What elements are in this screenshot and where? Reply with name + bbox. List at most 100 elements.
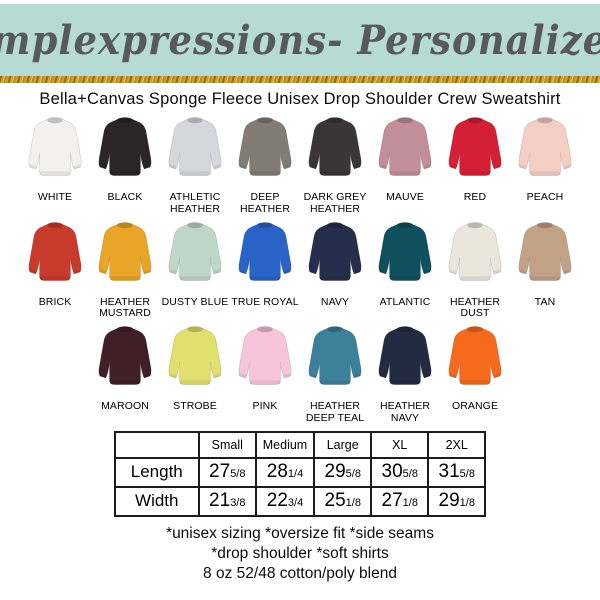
measurement-whole: 27 (381, 490, 403, 511)
color-name: RED (463, 191, 487, 203)
glitter-divider (0, 76, 600, 83)
color-swatch: PEACH (511, 111, 580, 216)
cuff-right (143, 164, 152, 170)
sweatshirt-image (308, 221, 362, 281)
cuff-left (308, 373, 317, 379)
cuff-left (168, 373, 177, 379)
measurement-whole: 27 (209, 461, 231, 482)
sweatshirt-image (98, 326, 152, 385)
note-line-2: *drop shoulder *soft shirts (211, 544, 389, 562)
cuff-left (28, 268, 37, 274)
measurement-fraction: 3/4 (287, 497, 304, 509)
hem-ribbing (459, 380, 491, 385)
measurement-whole: 28 (266, 461, 288, 482)
size-chart-corner-cell (113, 430, 200, 459)
crew-neck (187, 117, 203, 124)
cuff-left (98, 268, 107, 274)
color-name: MAROON (101, 400, 149, 412)
crew-neck (117, 222, 133, 228)
cuff-left (518, 268, 527, 274)
cuff-left (448, 268, 457, 274)
color-row: BRICK HEATHER MUSTARD DUSTY BLUE TRUE RO… (0, 216, 600, 321)
cuff-right (493, 268, 502, 274)
color-swatch: MAROON (91, 320, 160, 425)
measurement-whole: 22 (266, 490, 288, 511)
measurement-whole: 21 (209, 490, 231, 511)
measurement-cell: 281/4 (254, 456, 316, 488)
sweatshirt-image (308, 117, 362, 176)
color-swatch: PINK (231, 320, 300, 425)
cuff-left (308, 268, 317, 274)
size-column-header: 2XL (427, 430, 487, 459)
measurement-whole: 31 (438, 461, 460, 482)
crew-neck (117, 326, 133, 333)
measurement-cell: 295/8 (313, 456, 373, 488)
color-name: HEATHER DUST (449, 295, 501, 320)
cuff-right (423, 164, 432, 170)
cuff-right (493, 164, 502, 170)
color-swatch: HEATHER MUSTARD (91, 216, 160, 321)
color-name: ATLANTIC (379, 295, 431, 308)
cuff-left (378, 373, 387, 379)
color-swatch: HEATHER NAVY (371, 320, 440, 425)
sweatshirt-image (308, 326, 362, 385)
sweatshirt-image (378, 221, 432, 281)
cuff-right (283, 268, 292, 274)
color-name: HEATHER DEEP TEAL (305, 400, 365, 424)
hem-ribbing (389, 275, 421, 280)
sweatshirt-image (168, 221, 222, 281)
hem-ribbing (39, 275, 71, 280)
color-swatch: TAN (511, 216, 580, 321)
measurement-cell: 291/8 (427, 485, 487, 517)
sweatshirt-image (238, 326, 292, 385)
sweatshirt-image (98, 117, 152, 176)
sweatshirt-image (448, 117, 502, 176)
cuff-left (98, 164, 107, 170)
crew-neck (257, 117, 273, 124)
crew-neck (467, 222, 483, 228)
measurement-whole: 29 (438, 490, 460, 511)
color-name: DARK GREY HEATHER (303, 191, 367, 215)
cuff-left (378, 164, 387, 170)
measurement-cell: 305/8 (370, 456, 430, 488)
color-name: DUSTY BLUE (161, 295, 229, 308)
crew-neck (257, 326, 273, 333)
cuff-right (73, 164, 82, 170)
measurement-cell: 315/8 (427, 456, 487, 488)
cuff-right (143, 373, 152, 379)
color-name: HEATHER MUSTARD (99, 295, 151, 320)
dimension-label: Width (113, 485, 200, 517)
crew-neck (47, 117, 63, 124)
hem-ribbing (529, 275, 561, 280)
crew-neck (397, 326, 413, 333)
hem-ribbing (249, 275, 281, 280)
hem-ribbing (179, 380, 211, 385)
cuff-right (353, 164, 362, 170)
crew-neck (467, 326, 483, 333)
measurement-cell: 251/8 (313, 485, 373, 517)
cuff-right (143, 268, 152, 274)
sweatshirt-image (238, 117, 292, 176)
crew-neck (187, 222, 203, 228)
color-name: NAVY (320, 295, 350, 308)
cuff-left (518, 164, 527, 170)
measurement-cell: 223/4 (254, 485, 316, 517)
sweatshirt-image (98, 221, 152, 281)
sweatshirt-image (28, 221, 82, 281)
color-name: STROBE (173, 400, 217, 412)
crew-neck (47, 222, 63, 228)
cuff-left (448, 164, 457, 170)
measurement-fraction: 5/8 (459, 468, 475, 480)
color-swatch: DARK GREY HEATHER (301, 111, 370, 216)
color-name: TAN (534, 295, 556, 308)
sweatshirt-image (238, 221, 292, 281)
crew-neck (537, 222, 553, 228)
color-swatch: TRUE ROYAL (231, 216, 300, 321)
color-name: BRICK (38, 295, 72, 308)
size-column-header: Large (313, 430, 373, 459)
measurement-cell: 213/8 (197, 485, 257, 517)
cuff-right (353, 373, 362, 379)
crew-neck (187, 326, 203, 333)
cuff-right (73, 268, 82, 274)
